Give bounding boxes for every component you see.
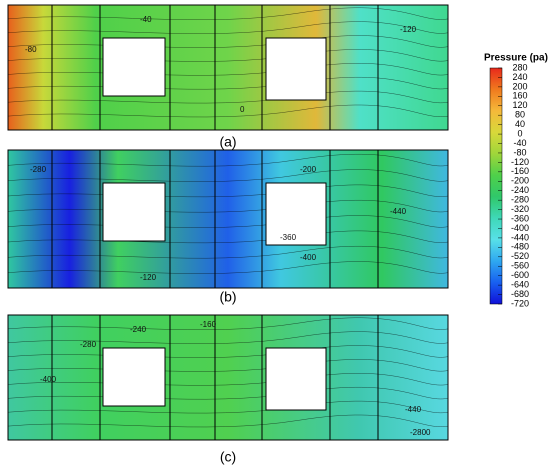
- opening: [265, 37, 327, 101]
- colorbar-tick-label: 160: [512, 91, 527, 101]
- contour-panel: (c) -240 -280 -160 -400 -440 -2800: [7, 314, 449, 465]
- opening: [102, 347, 166, 407]
- contour-line: [7, 414, 449, 428]
- contour-label: -160: [200, 320, 217, 329]
- colorbar-tick-label: -240: [511, 185, 529, 195]
- opening: [102, 37, 166, 97]
- contour-label: -120: [140, 273, 157, 282]
- contour-label: -120: [400, 25, 417, 34]
- colorbar-tick-label: 280: [512, 62, 527, 72]
- panels: (a)-80-400-120(b)-280-360-400-440-200-12…: [7, 4, 449, 465]
- contour-line: [7, 245, 449, 259]
- contour-panel: (a) -80 -40 0 -120: [7, 4, 449, 150]
- contour-field: [7, 314, 449, 441]
- colorbar-tick-label: 80: [515, 110, 525, 120]
- contour-label: -240: [130, 325, 147, 334]
- colorbar: Pressure (pa) 28024020016012080400-40-80…: [484, 53, 548, 309]
- contour-panel: (b) -280 -360 -400 -440 -200 -120: [7, 149, 449, 305]
- colorbar-tick-label: 200: [512, 81, 527, 91]
- contour-label: -400: [40, 375, 57, 384]
- contour-label: -400: [300, 253, 317, 262]
- contour-label: -2800: [410, 428, 431, 437]
- contour-label: -440: [390, 207, 407, 216]
- colorbar-tick-label: -160: [511, 166, 529, 176]
- contour-label: -440: [405, 405, 422, 414]
- contour-label: -280: [30, 165, 47, 174]
- colorbar-tick-label: -440: [511, 232, 529, 242]
- panel-label: (a): [219, 134, 236, 150]
- colorbar-tick-label: -480: [511, 242, 529, 252]
- contour-line: [7, 21, 449, 34]
- contour-line: [7, 261, 449, 274]
- colorbar-tick-label: -520: [511, 251, 529, 261]
- colorbar-tick-label: 240: [512, 72, 527, 82]
- colorbar-tick-label: -400: [511, 223, 529, 233]
- colorbar-tick-label: -720: [511, 298, 529, 308]
- contour-line: [7, 153, 449, 167]
- contour-line: [7, 169, 449, 182]
- opening: [102, 182, 166, 242]
- colorbar-tick-label: -640: [511, 279, 529, 289]
- contour-label: -80: [25, 45, 37, 54]
- colorbar-tick-label: -680: [511, 289, 529, 299]
- colorbar-tick-label: -80: [513, 147, 526, 157]
- contour-line: [7, 104, 449, 118]
- colorbar-tick-label: -360: [511, 213, 529, 223]
- colorbar-tick-label: -560: [511, 261, 529, 271]
- colorbar-tick-label: -200: [511, 176, 529, 186]
- panel-label: (c): [220, 449, 236, 465]
- opening: [265, 182, 327, 246]
- colorbar-tick-label: -600: [511, 270, 529, 280]
- colorbar-tick-label: -40: [513, 138, 526, 148]
- contour-label: -200: [300, 165, 317, 174]
- colorbar-tick-label: 0: [517, 128, 522, 138]
- contour-line: [7, 317, 449, 331]
- contour-line: [7, 331, 449, 344]
- contour-field: [7, 149, 449, 289]
- contour-field: [7, 4, 449, 131]
- colorbar-title: Pressure (pa): [484, 53, 548, 64]
- colorbar-ramp: [489, 67, 503, 305]
- contour-label: -280: [80, 340, 97, 349]
- contour-label: -40: [140, 15, 152, 24]
- opening: [265, 347, 327, 411]
- contour-line: [7, 7, 449, 21]
- colorbar-tick-label: -120: [511, 157, 529, 167]
- colorbar-tick-label: 120: [512, 100, 527, 110]
- contour-label: -360: [280, 233, 297, 242]
- panel-label: (b): [219, 289, 236, 305]
- colorbar-tick-label: 40: [515, 119, 525, 129]
- colorbar-tick-label: -280: [511, 195, 529, 205]
- colorbar-tick-label: -320: [511, 204, 529, 214]
- contour-label: 0: [240, 105, 245, 114]
